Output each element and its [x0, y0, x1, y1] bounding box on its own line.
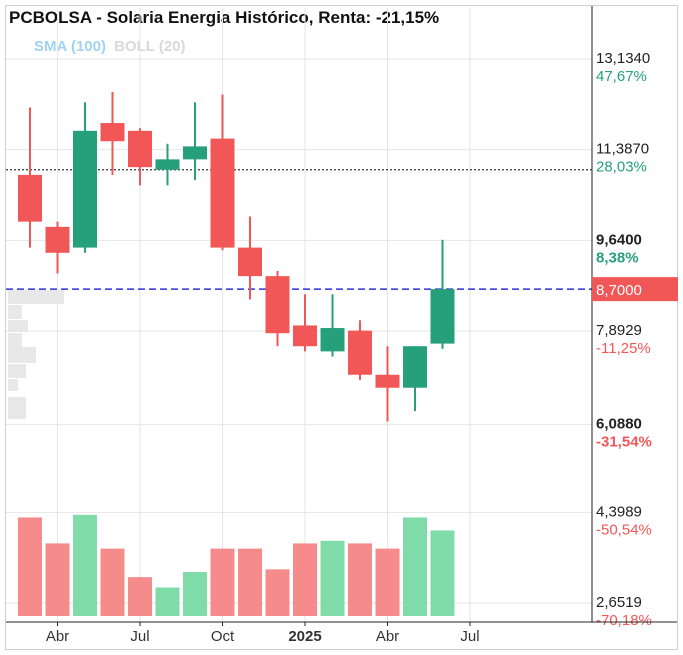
candle — [320, 294, 345, 357]
candle-body — [238, 247, 262, 277]
sma-indicator-label[interactable]: SMA (100) — [34, 38, 106, 55]
candle — [375, 346, 400, 422]
candle — [128, 128, 152, 186]
volume-profile-block — [8, 333, 22, 347]
candle — [210, 94, 235, 251]
volume-bar — [183, 571, 207, 616]
candle-body — [375, 374, 400, 388]
y-tick-percent: -50,54% — [596, 521, 652, 538]
candle-body — [155, 159, 180, 170]
chart-title: PCBOLSA - Solaria Energia Histórico, Ren… — [9, 8, 440, 27]
y-tick-percent: -70,18% — [596, 612, 652, 629]
candle — [293, 294, 317, 352]
candle-body — [403, 346, 427, 388]
y-tick-price: 13,1340 — [596, 50, 650, 67]
candle-body — [348, 330, 372, 375]
indicator-legend: SMA (100) BOLL (20) — [34, 38, 186, 55]
y-tick-percent: -11,25% — [596, 340, 651, 357]
y-tick-price: 7,8929 — [596, 322, 642, 339]
y-tick-price: 2,6519 — [596, 594, 642, 611]
candle — [100, 91, 125, 175]
candle — [403, 346, 427, 412]
candle-body — [430, 289, 455, 344]
candle — [45, 221, 70, 274]
volume-bar — [320, 540, 345, 616]
x-tick-label: Jul — [460, 628, 479, 645]
candle-body — [183, 146, 207, 160]
reference-lines — [6, 169, 592, 290]
y-tick-price: 11,3870 — [596, 141, 649, 158]
x-tick-label: Abr — [46, 628, 69, 645]
volume-bars — [18, 514, 455, 616]
candle-body — [128, 130, 152, 168]
volume-bar — [128, 577, 152, 616]
volume-bar — [265, 569, 290, 616]
candle — [265, 270, 290, 347]
volume-bar — [430, 530, 455, 616]
candle — [183, 102, 207, 181]
y-tick-price: 9,6400 — [596, 231, 642, 248]
x-tick-label: 2025 — [288, 628, 321, 645]
volume-bar — [18, 517, 42, 616]
y-tick-percent: 8,38% — [596, 249, 639, 266]
y-tick-percent: -31,54% — [596, 434, 652, 451]
volume-bar — [100, 548, 125, 616]
volume-bar — [348, 543, 372, 616]
volume-profile-block — [8, 305, 22, 319]
boll-indicator-label[interactable]: BOLL (20) — [114, 38, 186, 55]
volume-profile-block — [8, 320, 28, 332]
y-tick-percent: 47,67% — [596, 68, 647, 85]
y-tick-price: 6,0880 — [596, 416, 642, 433]
x-tick-label: Jul — [130, 628, 149, 645]
candle-body — [320, 328, 345, 352]
candle-body — [293, 325, 317, 347]
candle — [18, 107, 42, 248]
volume-bar — [238, 548, 262, 616]
candle — [430, 239, 455, 349]
y-tick-price: 4,3989 — [596, 503, 642, 520]
volume-profile-block — [8, 379, 18, 391]
candle-body — [73, 130, 97, 248]
candles — [18, 91, 455, 422]
volume-bar — [403, 517, 427, 616]
volume-bar — [155, 587, 180, 616]
x-axis: Abr Jul Oct 2025 Abr Jul — [6, 621, 677, 645]
volume-profile-block — [8, 397, 26, 419]
current-price-label: 8,7000 — [596, 282, 642, 299]
volume-profile-block — [8, 347, 36, 363]
x-tick-label: Abr — [376, 628, 399, 645]
x-tick-label: Oct — [211, 628, 235, 645]
candle — [238, 216, 262, 300]
candle-body — [45, 226, 70, 253]
candle-body — [210, 138, 235, 248]
volume-bar — [73, 514, 97, 616]
volume-bar — [210, 548, 235, 616]
volume-bar — [45, 543, 70, 616]
candle — [155, 143, 180, 186]
candle-body — [265, 276, 290, 334]
volume-profile-block — [8, 364, 26, 378]
current-price-tag — [592, 277, 678, 302]
candle — [73, 102, 97, 253]
volume-profile-block — [8, 290, 64, 304]
y-tick-percent: 28,03% — [596, 159, 647, 176]
candle-body — [100, 123, 125, 142]
candle — [348, 320, 372, 380]
volume-profile-blur — [8, 290, 64, 419]
volume-bar — [293, 543, 317, 616]
volume-bar — [375, 548, 400, 616]
candle-body — [18, 174, 42, 222]
